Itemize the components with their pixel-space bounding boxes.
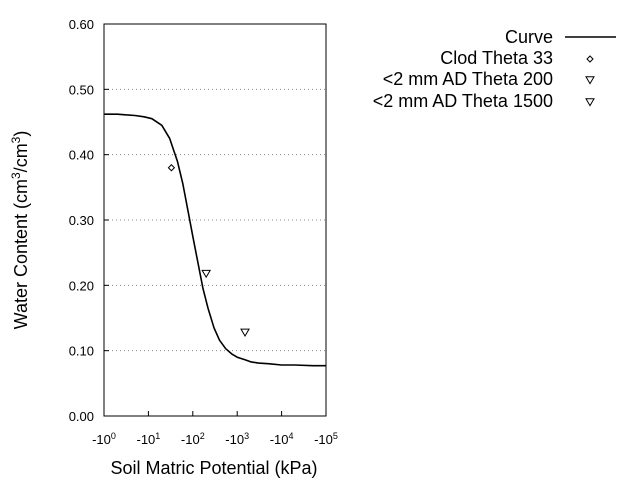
y-axis-title-exp1: 3 xyxy=(9,172,23,179)
x-tick-label: -105 xyxy=(314,431,338,447)
x-tick-exponent: 0 xyxy=(111,431,116,441)
x-tick-exponent: 5 xyxy=(333,431,338,441)
x-tick-exponent: 4 xyxy=(288,431,293,441)
y-axis-title-exp2: 3 xyxy=(9,136,23,143)
x-tick-exponent: 3 xyxy=(244,431,249,441)
y-tick-label: 0.60 xyxy=(69,17,94,32)
x-tick-base: -10 xyxy=(92,432,111,447)
plot-series xyxy=(104,113,326,367)
y-tick-label: 0.00 xyxy=(69,409,94,424)
y-tick-label: 0.40 xyxy=(69,148,94,163)
y-tick-label: 0.50 xyxy=(69,82,94,97)
x-tick-base: -10 xyxy=(270,432,289,447)
y-axis-title-suffix: ) xyxy=(11,131,31,137)
legend-label: <2 mm AD Theta 1500 xyxy=(373,91,553,111)
x-tick-label: -104 xyxy=(270,431,294,447)
x-axis-title: Soil Matric Potential (kPa) xyxy=(110,458,317,478)
axes xyxy=(103,23,327,417)
x-tick-base: -10 xyxy=(314,432,333,447)
x-tick-label: -102 xyxy=(181,431,205,447)
legend-label: Clod Theta 33 xyxy=(440,48,553,68)
y-tick-label: 0.10 xyxy=(69,344,94,359)
curve-line xyxy=(104,113,326,367)
triangle-down-marker xyxy=(201,269,212,279)
y-axis-title: Water Content (cm3/cm3) xyxy=(9,131,31,330)
tick-labels: 0.000.100.200.300.400.500.60-100 -101 -102… xyxy=(69,17,338,447)
triangle-down-marker xyxy=(585,98,595,107)
x-tick-base: -10 xyxy=(225,432,244,447)
x-tick-label: -103 xyxy=(225,431,249,447)
y-axis-title-mid: /cm xyxy=(11,143,31,172)
grid-lines xyxy=(104,88,326,352)
x-tick-exponent: 1 xyxy=(155,431,160,441)
diamond-marker xyxy=(167,164,176,172)
diamond-marker xyxy=(586,55,594,63)
triangle-down-marker xyxy=(585,76,595,85)
legend-label: Curve xyxy=(505,27,553,47)
x-tick-base: -10 xyxy=(181,432,200,447)
y-tick-label: 0.20 xyxy=(69,278,94,293)
x-tick-label: -101 xyxy=(136,431,160,447)
x-tick-label: -100 xyxy=(92,431,116,447)
x-tick-base: -10 xyxy=(136,432,155,447)
legend-label: <2 mm AD Theta 200 xyxy=(383,69,553,89)
x-tick-exponent: 2 xyxy=(200,431,205,441)
y-axis-title-prefix: Water Content (cm xyxy=(11,179,31,329)
y-tick-label: 0.30 xyxy=(69,213,94,228)
triangle-down-marker xyxy=(240,328,250,337)
